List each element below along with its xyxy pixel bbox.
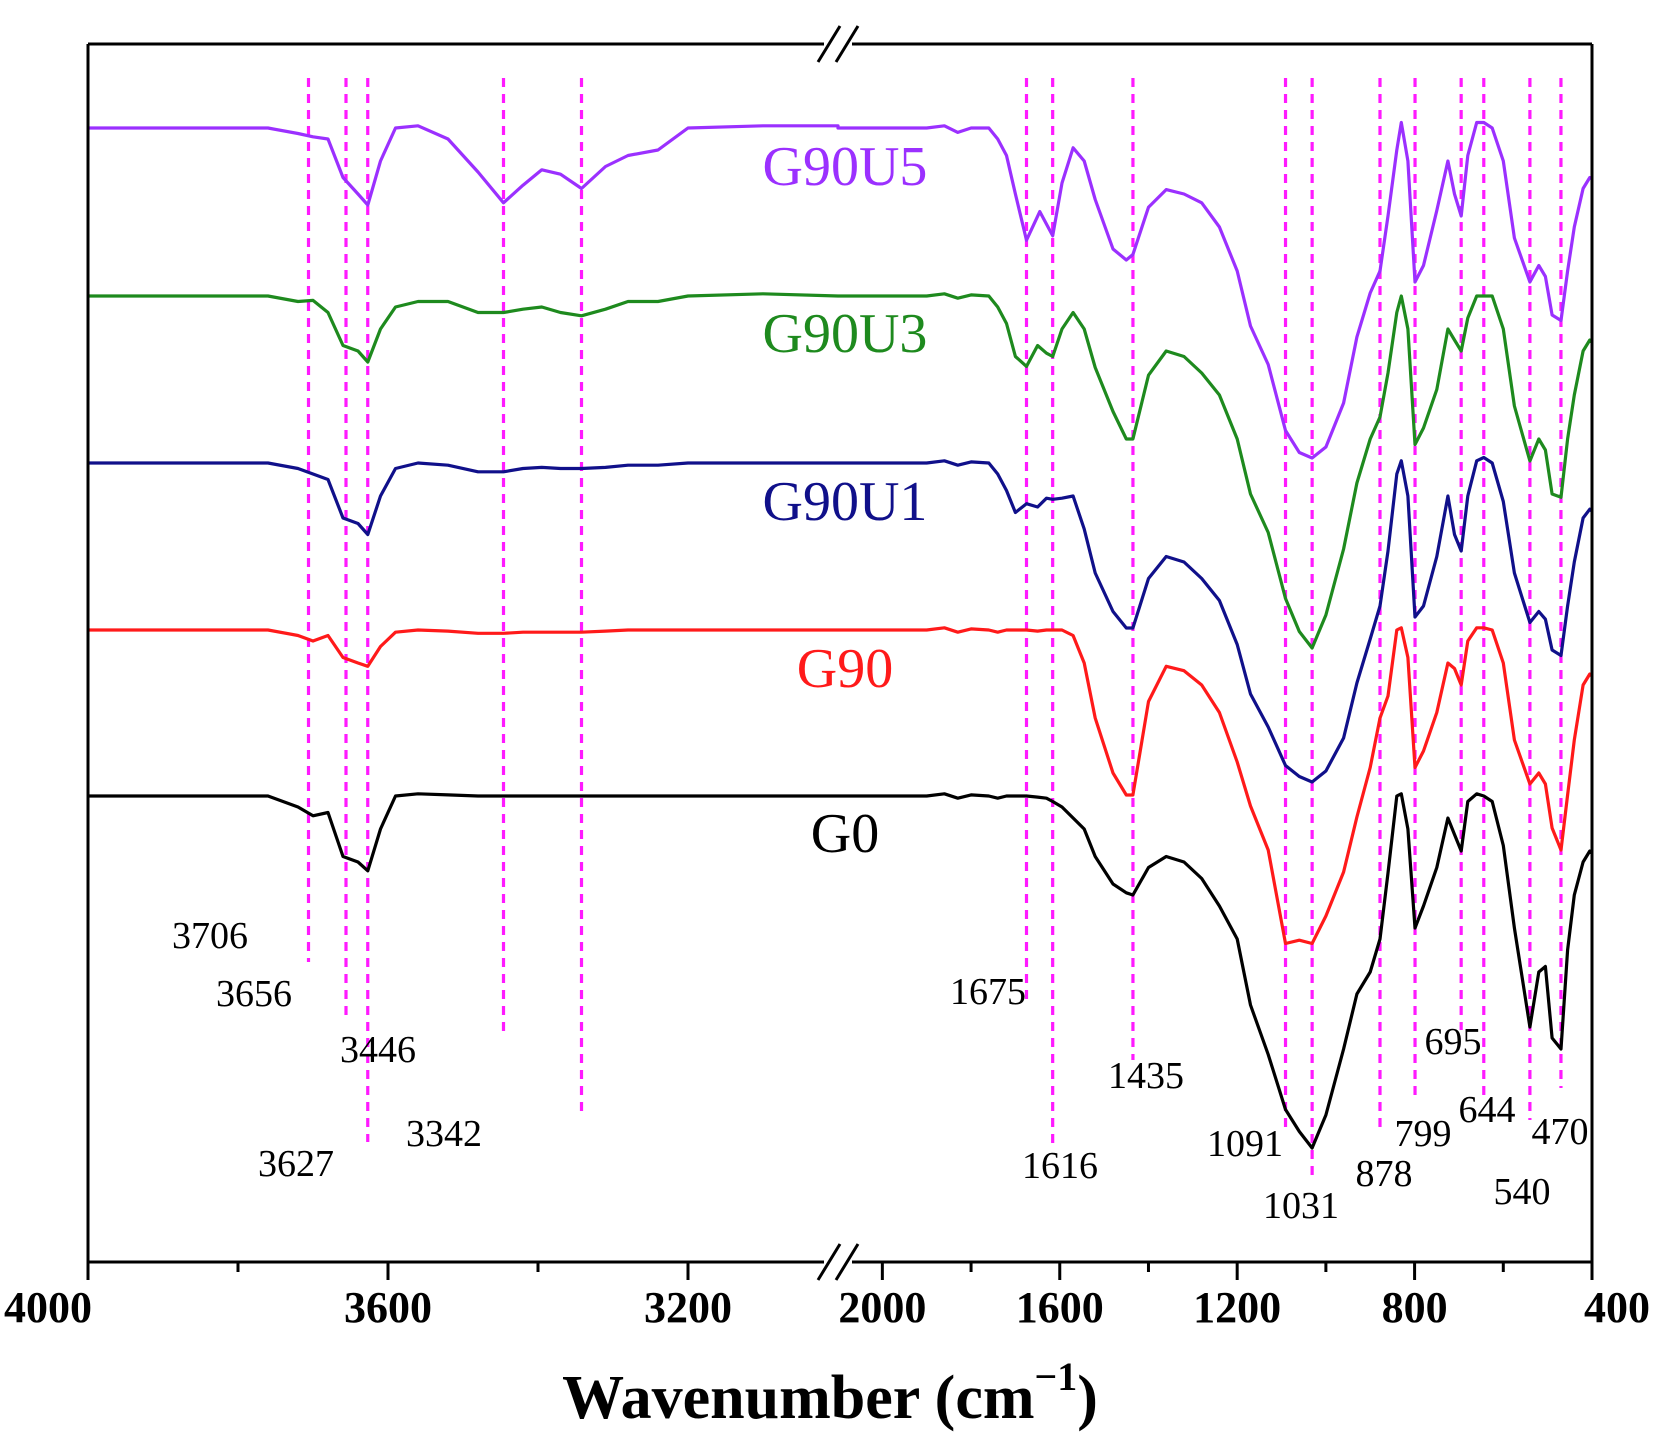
series-label-g90: G90 <box>797 638 893 700</box>
series-label-g90u5: G90U5 <box>763 136 928 198</box>
x-tick-label-400: 400 <box>1584 1283 1650 1332</box>
peak-label-799: 799 <box>1395 1113 1452 1155</box>
peak-label-1435: 1435 <box>1108 1055 1184 1097</box>
peak-label-1616: 1616 <box>1022 1145 1098 1187</box>
peak-label-470: 470 <box>1532 1111 1589 1153</box>
peak-label-540: 540 <box>1494 1171 1551 1213</box>
x-tick-label-800: 800 <box>1382 1283 1448 1332</box>
plot-frame <box>86 25 1594 1281</box>
axis-break-mark <box>816 1243 842 1281</box>
peak-label-1675: 1675 <box>950 971 1026 1013</box>
peak-label-3446: 3446 <box>340 1029 416 1071</box>
series-labels: G90U5 G90U3 G90U1 G90 G0 <box>763 136 928 865</box>
series-line-g90u1 <box>88 455 1594 784</box>
peak-labels: 3706 3656 3627 3446 3342 1675 1616 1435 1091 1031… <box>172 915 1589 1227</box>
peak-label-644: 644 <box>1459 1089 1516 1131</box>
series-line-g0 <box>88 792 1594 1150</box>
x-axis-title: Wavenumber (cm−1) <box>562 1354 1098 1432</box>
series-group <box>88 120 1594 1150</box>
x-tick-label-1200: 1200 <box>1193 1283 1281 1332</box>
series-line-g90u5 <box>88 120 1593 460</box>
x-axis: 4000 3600 3200 2000 1600 1200 800 400 <box>4 1262 1650 1332</box>
axis-break-mark <box>834 1243 860 1281</box>
x-tick-label-3600: 3600 <box>344 1283 432 1332</box>
peak-label-695: 695 <box>1425 1021 1482 1063</box>
peak-label-1091: 1091 <box>1207 1123 1283 1165</box>
series-line-g90 <box>88 626 1594 946</box>
x-tick-label-3200: 3200 <box>644 1283 732 1332</box>
series-label-g0: G0 <box>811 803 879 865</box>
x-tick-label-2000: 2000 <box>838 1283 926 1332</box>
peak-label-3706: 3706 <box>172 915 248 957</box>
axis-break-mark <box>834 25 860 63</box>
x-tick-label-4000: 4000 <box>4 1283 92 1332</box>
peak-label-878: 878 <box>1356 1153 1413 1195</box>
peak-label-3342: 3342 <box>406 1113 482 1155</box>
x-tick-label-1600: 1600 <box>1016 1283 1104 1332</box>
peak-label-3627: 3627 <box>258 1143 334 1185</box>
series-label-g90u1: G90U1 <box>763 471 928 533</box>
series-label-g90u3: G90U3 <box>763 303 928 365</box>
series-line-g90u3 <box>88 292 1594 650</box>
peak-label-1031: 1031 <box>1263 1185 1339 1227</box>
peak-label-3656: 3656 <box>216 973 292 1015</box>
axis-break-mark <box>816 25 842 63</box>
